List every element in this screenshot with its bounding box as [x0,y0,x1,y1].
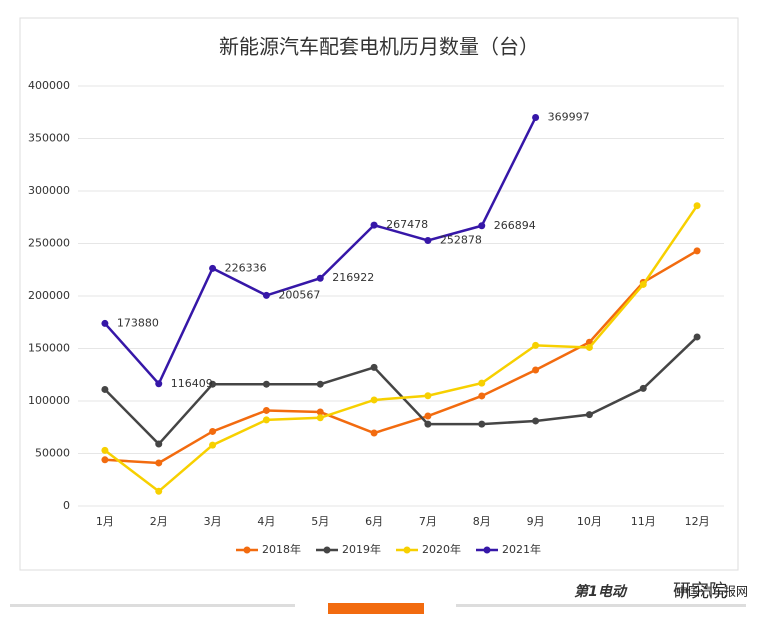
data-point [262,380,270,388]
data-point [101,385,109,393]
data-point [370,221,378,229]
data-point [585,343,593,351]
data-point [478,222,486,230]
footer-bar [328,603,424,614]
data-label: 226336 [225,261,267,274]
x-tick-label: 3月 [204,515,222,528]
data-point [209,380,217,388]
y-tick-label: 350000 [28,132,70,145]
data-label: 216922 [332,271,374,284]
footer-logo: 第1电动 [574,583,628,600]
data-point [316,408,324,416]
y-tick-label: 200000 [28,289,70,302]
legend-swatch [483,546,491,554]
data-label: 200567 [278,288,320,301]
data-point [316,380,324,388]
y-tick-label: 400000 [28,79,70,92]
data-point [262,416,270,424]
data-label: 173880 [117,316,159,329]
data-point [585,411,593,419]
data-point [209,441,217,449]
y-tick-label: 0 [63,499,70,512]
x-tick-label: 9月 [527,515,545,528]
x-tick-label: 6月 [365,515,383,528]
legend-label: 2021年 [502,542,541,556]
data-point [209,427,217,435]
chart-title: 新能源汽车配套电机历月数量（台） [219,35,539,59]
data-point [424,412,432,420]
data-point [478,379,486,387]
data-point [370,363,378,371]
legend-swatch [403,546,411,554]
y-tick-label: 300000 [28,184,70,197]
footer-rule [10,604,295,607]
data-point [155,459,163,467]
x-tick-label: 2月 [150,515,168,528]
legend-label: 2019年 [342,542,381,556]
data-point [316,414,324,422]
data-point [370,429,378,437]
footer-rule [456,604,746,607]
data-point [101,456,109,464]
data-label: 369997 [548,111,590,124]
data-point [532,341,540,349]
x-tick-label: 12月 [685,515,710,528]
y-tick-label: 50000 [35,447,70,460]
data-point [101,446,109,454]
data-point [693,202,701,210]
data-point [101,319,109,327]
watermark: 中国汽车报网 [676,584,748,599]
legend-swatch [323,546,331,554]
data-point [478,392,486,400]
x-tick-label: 1月 [96,515,114,528]
data-point [424,420,432,428]
y-tick-label: 150000 [28,342,70,355]
data-point [316,274,324,282]
data-point [639,280,647,288]
data-point [532,417,540,425]
data-label: 267478 [386,218,428,231]
y-tick-label: 250000 [28,237,70,250]
data-point [155,487,163,495]
series-line [104,249,698,465]
data-point [424,392,432,400]
data-point [424,236,432,244]
data-point [155,440,163,448]
footer-brand: 研究院 [673,581,727,602]
series-line [104,336,698,446]
legend-label: 2020年 [422,542,461,556]
x-tick-label: 8月 [473,515,491,528]
x-tick-label: 7月 [419,515,437,528]
x-tick-label: 11月 [631,515,656,528]
data-point [639,384,647,392]
chart-frame [19,17,739,571]
data-point [262,291,270,299]
data-point [532,366,540,374]
data-point [370,396,378,404]
data-point [693,333,701,341]
legend-swatch [243,546,251,554]
y-tick-label: 100000 [28,394,70,407]
x-tick-label: 4月 [257,515,275,528]
legend-label: 2018年 [262,542,301,556]
data-point [478,420,486,428]
data-point [532,114,540,122]
data-point [693,247,701,255]
x-tick-label: 10月 [577,515,602,528]
series-line [104,204,699,493]
data-point [209,264,217,272]
data-point [262,406,270,414]
x-tick-label: 5月 [311,515,329,528]
data-label: 116409 [171,377,213,390]
data-label: 266894 [494,219,536,232]
data-point [155,380,163,388]
data-label: 252878 [440,233,482,246]
